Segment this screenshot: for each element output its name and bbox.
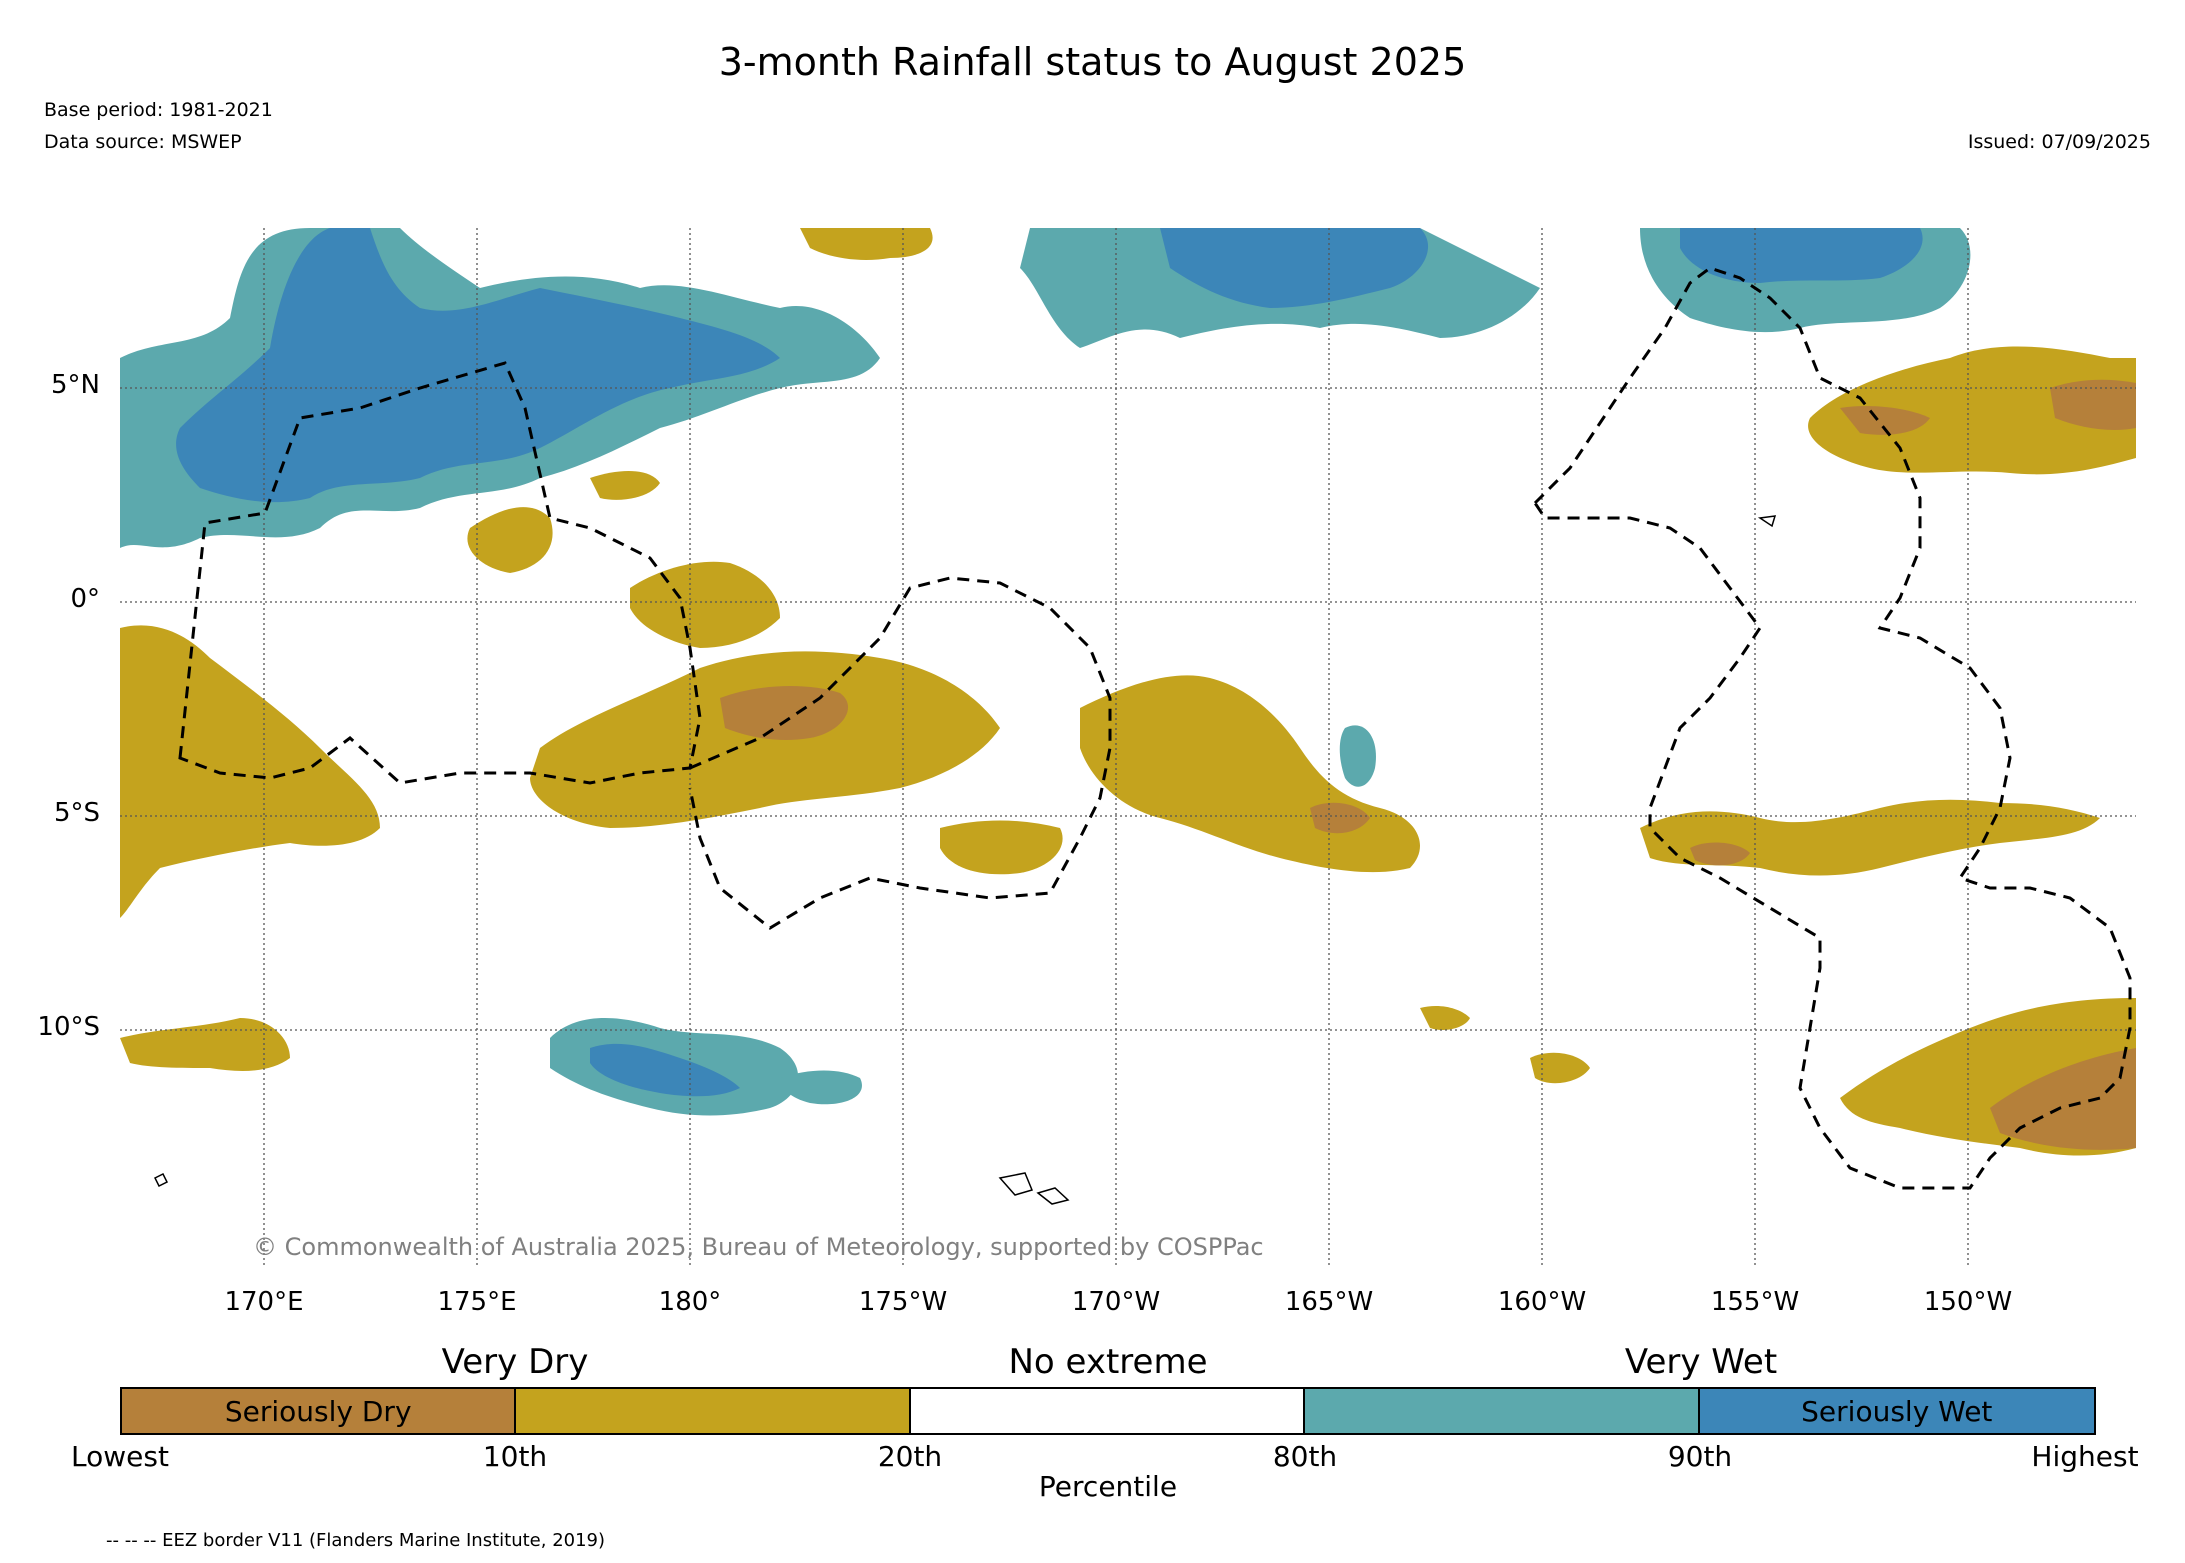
legend-category-very-wet: Very Wet <box>1624 1342 1778 1382</box>
copyright-notice: © Commonwealth of Australia 2025, Bureau… <box>253 1233 1264 1261</box>
dry-region-central <box>530 651 1000 828</box>
island-outline-3 <box>153 1172 169 1188</box>
legend-tick-10th: 10th <box>482 1440 548 1473</box>
lon-label-170w: 170°W <box>1071 1287 1161 1317</box>
island-outline-1 <box>998 1172 1034 1196</box>
seriously-wet-north-central <box>1160 228 1429 308</box>
legend-swatch-no-extreme <box>910 1389 1306 1433</box>
lon-label-175e: 175°E <box>437 1287 517 1317</box>
dry-region-south-east-small <box>1530 1052 1590 1084</box>
lon-label-160w: 160°W <box>1497 1287 1587 1317</box>
seriously-dry-northeast-2 <box>2050 379 2136 430</box>
dry-region-north-central-2 <box>590 471 660 500</box>
legend-tick-80th: 80th <box>1272 1440 1338 1473</box>
lat-label-5n: 5°N <box>51 370 100 400</box>
legend-swatch-label-seriously-wet: Seriously Wet <box>1801 1394 1993 1428</box>
lat-label-5s: 5°S <box>53 798 100 828</box>
eez-border-phoenix <box>688 576 1112 930</box>
legend-category-no-extreme: No extreme <box>1008 1342 1208 1382</box>
dry-region-north-edge <box>800 228 933 260</box>
seriously-dry-northeast-1 <box>1840 406 1930 435</box>
seriously-wet-northeast <box>1680 228 1923 283</box>
seriously-wet-northwest <box>176 228 780 503</box>
lat-label-0: 0° <box>70 584 100 614</box>
dry-region-southwest <box>120 1018 290 1071</box>
wet-region-island-east <box>1339 725 1376 787</box>
legend-swatch-label-seriously-dry: Seriously Dry <box>224 1394 412 1428</box>
lat-label-10s: 10°S <box>37 1012 100 1042</box>
seriously-dry-east <box>1690 842 1750 866</box>
eez-borders <box>178 266 2132 1190</box>
dry-region-south-central-small <box>1420 1006 1470 1030</box>
very-dry-regions <box>120 228 2136 1156</box>
legend-tick-20th: 20th <box>877 1440 943 1473</box>
seriously-dry-southeast <box>1990 1048 2136 1150</box>
island-outlines <box>153 515 1777 1205</box>
lon-label-170e: 170°E <box>224 1287 304 1317</box>
eez-border-kiribati-west <box>178 361 702 785</box>
seriously-dry-east-central <box>1310 802 1370 834</box>
legend-tick-highest: Highest <box>2031 1440 2139 1473</box>
seriously-dry-regions <box>720 379 2136 1150</box>
issued-date: Issued: 07/09/2025 <box>1967 131 2151 153</box>
legend-swatch-very-wet <box>1305 1389 1700 1433</box>
rainfall-map <box>120 228 2136 1268</box>
legend-tick-lowest: Lowest <box>71 1440 169 1473</box>
seriously-wet-regions <box>176 228 1923 1097</box>
dry-region-northeast <box>1808 346 2136 475</box>
dry-region-west <box>120 625 380 918</box>
dry-region-south-central <box>940 820 1063 875</box>
dry-region-central-north <box>630 561 780 648</box>
data-source: Data source: MSWEP <box>44 131 242 153</box>
island-outline-2 <box>1036 1187 1070 1205</box>
legend-swatch-seriously-wet: Seriously Wet <box>1699 1389 2094 1433</box>
legend-axis-label: Percentile <box>1038 1470 1178 1503</box>
eez-border-line-islands <box>1533 266 2132 1190</box>
wet-region-small-south <box>780 1070 862 1105</box>
legend-tick-90th: 90th <box>1667 1440 1733 1473</box>
legend-category-very-dry: Very Dry <box>441 1342 589 1382</box>
seriously-wet-south <box>590 1043 740 1097</box>
base-period: Base period: 1981-2021 <box>44 99 273 121</box>
island-outline-4 <box>1757 515 1777 528</box>
legend-swatch-very-dry <box>516 1389 911 1433</box>
legend-swatch-seriously-dry: Seriously Dry <box>122 1389 517 1433</box>
dry-region-north-central-1 <box>467 507 553 573</box>
lon-label-180: 180° <box>658 1287 722 1317</box>
legend-colorbar: Seriously Dry Seriously Wet <box>120 1387 2096 1435</box>
map-title: 3-month Rainfall status to August 2025 <box>718 40 1467 84</box>
lon-label-155w: 155°W <box>1710 1287 1800 1317</box>
lon-label-165w: 165°W <box>1284 1287 1374 1317</box>
eez-border-note: -- -- -- EEZ border V11 (Flanders Marine… <box>106 1530 606 1551</box>
graticule <box>120 228 2136 1268</box>
lon-label-175w: 175°W <box>858 1287 948 1317</box>
lon-label-150w: 150°W <box>1923 1287 2013 1317</box>
